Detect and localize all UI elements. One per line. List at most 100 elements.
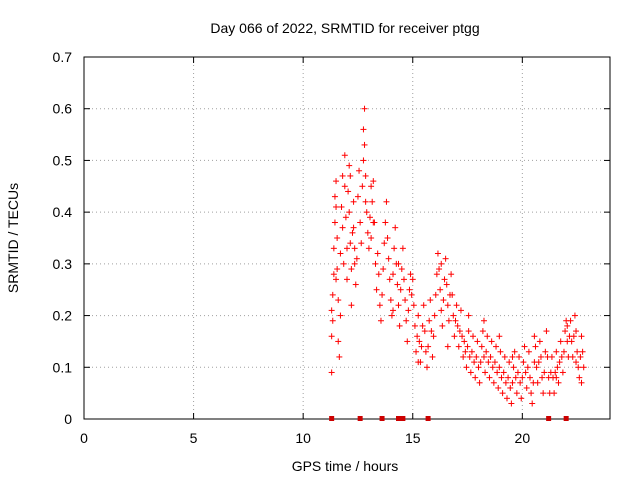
data-point — [463, 364, 470, 371]
data-point — [373, 286, 380, 293]
baseline-marker — [400, 416, 406, 421]
data-point — [359, 183, 366, 190]
data-point — [369, 198, 376, 205]
data-point — [479, 328, 486, 335]
x-tick-label: 10 — [295, 430, 311, 446]
data-point — [476, 379, 483, 386]
data-point — [464, 343, 471, 350]
data-point — [567, 317, 574, 324]
data-point — [444, 343, 451, 350]
data-point — [474, 338, 481, 345]
data-point — [415, 312, 422, 319]
data-point — [475, 364, 482, 371]
data-point — [430, 333, 437, 340]
data-point — [522, 369, 529, 376]
data-point — [328, 307, 335, 314]
data-point — [329, 317, 336, 324]
data-point — [490, 379, 497, 386]
data-point — [377, 317, 384, 324]
data-point — [365, 245, 372, 252]
baseline-markers — [329, 416, 569, 421]
data-point — [496, 333, 503, 340]
data-point — [361, 105, 368, 112]
data-point — [352, 281, 359, 288]
data-point — [482, 369, 489, 376]
data-point — [569, 353, 576, 360]
data-point — [354, 193, 361, 200]
data-point — [493, 343, 500, 350]
data-point — [512, 374, 519, 381]
data-point — [525, 348, 532, 355]
data-point — [351, 260, 358, 267]
data-point — [471, 359, 478, 366]
data-point — [509, 353, 516, 360]
data-point — [413, 348, 420, 355]
data-point — [335, 297, 342, 304]
data-point — [580, 364, 587, 371]
data-point — [402, 297, 409, 304]
data-point — [384, 235, 391, 241]
data-point — [451, 333, 458, 340]
data-point — [391, 245, 398, 252]
data-point — [468, 348, 475, 355]
data-point — [437, 286, 444, 293]
data-point — [344, 276, 350, 283]
data-point — [390, 307, 397, 314]
data-point — [499, 390, 506, 397]
axis-ticks — [83, 56, 610, 420]
data-point — [483, 348, 490, 355]
data-point — [473, 353, 480, 360]
data-point — [329, 291, 336, 298]
data-point — [331, 219, 338, 226]
data-point — [487, 353, 494, 360]
baseline-marker — [329, 416, 335, 421]
data-point — [425, 343, 432, 350]
data-point — [534, 379, 541, 386]
data-point — [535, 359, 542, 366]
data-point — [346, 162, 353, 169]
data-point — [449, 291, 456, 298]
data-point — [505, 374, 512, 381]
data-point — [341, 152, 348, 159]
data-point — [553, 348, 560, 355]
data-point — [350, 224, 357, 231]
data-point — [529, 400, 536, 407]
data-point — [360, 157, 367, 164]
data-point — [575, 364, 582, 371]
data-point — [409, 276, 416, 283]
data-point — [442, 255, 449, 262]
data-point — [443, 281, 450, 288]
data-point — [457, 307, 464, 314]
data-point — [382, 219, 389, 226]
y-tick-label: 0 — [64, 411, 72, 427]
data-point — [439, 322, 446, 329]
data-point — [339, 172, 346, 179]
data-point — [368, 183, 375, 190]
data-point — [537, 353, 544, 360]
data-point — [564, 322, 571, 329]
baseline-marker — [563, 416, 569, 421]
data-point — [408, 291, 415, 298]
data-point — [532, 343, 539, 350]
data-point — [496, 364, 503, 371]
data-point — [388, 312, 395, 319]
data-point — [390, 271, 397, 278]
data-point — [543, 328, 550, 335]
data-point — [477, 359, 484, 366]
data-point — [450, 312, 457, 319]
data-point — [431, 312, 438, 319]
data-point — [480, 353, 487, 360]
data-point — [428, 328, 435, 335]
data-point — [514, 369, 521, 376]
data-point — [335, 338, 342, 345]
data-point — [560, 348, 567, 355]
data-point — [420, 302, 427, 309]
data-point — [333, 178, 340, 185]
data-point — [392, 224, 399, 231]
data-point — [454, 322, 461, 329]
data-point — [453, 302, 460, 309]
data-point — [416, 338, 423, 345]
data-point — [368, 235, 375, 241]
data-point — [333, 276, 340, 283]
data-point — [400, 276, 407, 283]
